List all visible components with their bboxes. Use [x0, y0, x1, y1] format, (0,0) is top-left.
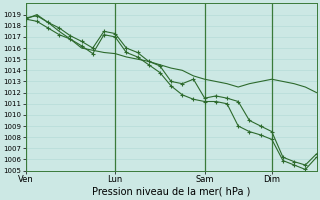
X-axis label: Pression niveau de la mer( hPa ): Pression niveau de la mer( hPa ): [92, 187, 250, 197]
